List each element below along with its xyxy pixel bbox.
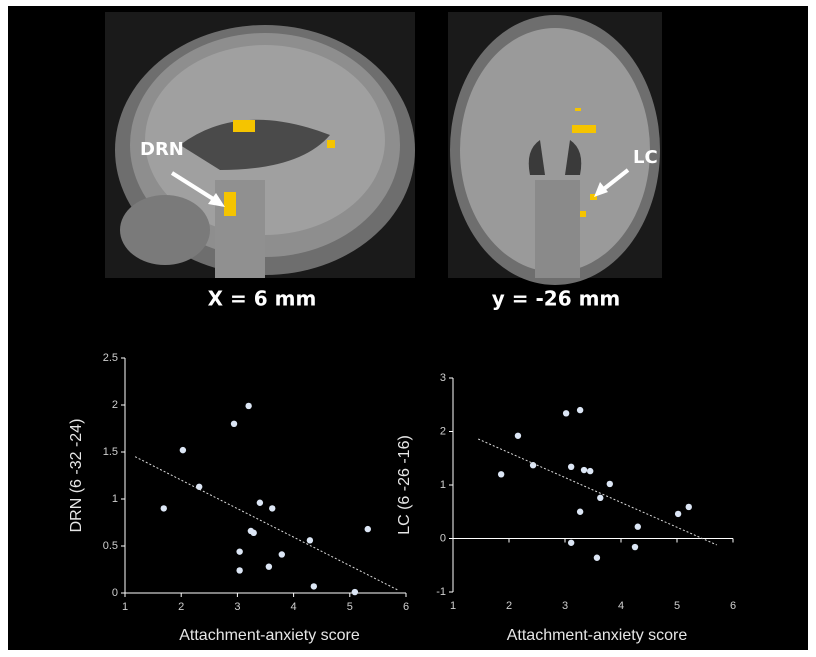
point <box>587 468 593 474</box>
y-tick-label: 1.5 <box>103 446 118 458</box>
point <box>307 537 313 543</box>
point <box>568 540 574 546</box>
x-tick-label: 5 <box>674 600 680 612</box>
y-tick-label: -1 <box>436 586 446 598</box>
point <box>597 495 603 501</box>
point <box>515 433 521 439</box>
point <box>250 530 256 536</box>
annotation: LC <box>633 147 658 168</box>
x-tick-label: 1 <box>450 600 456 612</box>
point <box>352 589 358 595</box>
point <box>568 464 574 470</box>
x-axis-label: Attachment-anxiety score <box>507 627 688 644</box>
y-axis-label: DRN (6 -32 -24) <box>68 419 85 533</box>
point <box>236 548 242 554</box>
point <box>530 462 536 468</box>
y-tick-label: 3 <box>440 372 446 384</box>
x-tick-label: 5 <box>347 601 353 613</box>
point <box>196 484 202 490</box>
point <box>577 407 583 413</box>
point <box>161 505 167 511</box>
point <box>231 421 237 427</box>
x-axis-label: Attachment-anxiety score <box>179 627 360 644</box>
coronal-image <box>448 12 662 285</box>
point <box>577 509 583 515</box>
point <box>365 526 371 532</box>
y-tick-label: 1 <box>112 493 118 505</box>
y-tick-label: 2.5 <box>103 352 118 364</box>
point <box>180 447 186 453</box>
point <box>686 504 692 510</box>
figure: DRN X = 6 mm LC y = -26 mm 0 0.5 1 1.5 2 2.5 1… <box>0 0 816 657</box>
x-tick-label: 3 <box>562 600 568 612</box>
y-tick-label: 0.5 <box>103 540 118 552</box>
y-tick-label: 0 <box>440 532 446 544</box>
point <box>257 500 263 506</box>
point <box>236 567 242 573</box>
y-tick-label: 0 <box>112 587 118 599</box>
point <box>269 505 275 511</box>
y-axis-label: LC (6 -26 -16) <box>396 435 413 535</box>
point <box>675 511 681 517</box>
x-tick-label: 6 <box>730 600 736 612</box>
y-tick-label: 1 <box>440 479 446 491</box>
x-tick-label: 1 <box>122 601 128 613</box>
point <box>266 563 272 569</box>
point <box>245 403 251 409</box>
image-caption: X = 6 mm <box>208 287 317 311</box>
annotation: DRN <box>140 139 184 160</box>
x-tick-label: 4 <box>618 600 624 612</box>
x-tick-label: 3 <box>234 601 240 613</box>
x-tick-label: 2 <box>506 600 512 612</box>
point <box>594 555 600 561</box>
point <box>607 481 613 487</box>
image-caption: y = -26 mm <box>492 287 621 311</box>
x-tick-label: 6 <box>403 601 409 613</box>
point <box>563 410 569 416</box>
y-tick-label: 2 <box>440 425 446 437</box>
point <box>311 583 317 589</box>
point <box>498 471 504 477</box>
point <box>632 544 638 550</box>
point <box>581 467 587 473</box>
x-tick-label: 2 <box>178 601 184 613</box>
y-tick-label: 2 <box>112 399 118 411</box>
x-tick-label: 4 <box>291 601 297 613</box>
point <box>279 551 285 557</box>
point <box>635 524 641 530</box>
